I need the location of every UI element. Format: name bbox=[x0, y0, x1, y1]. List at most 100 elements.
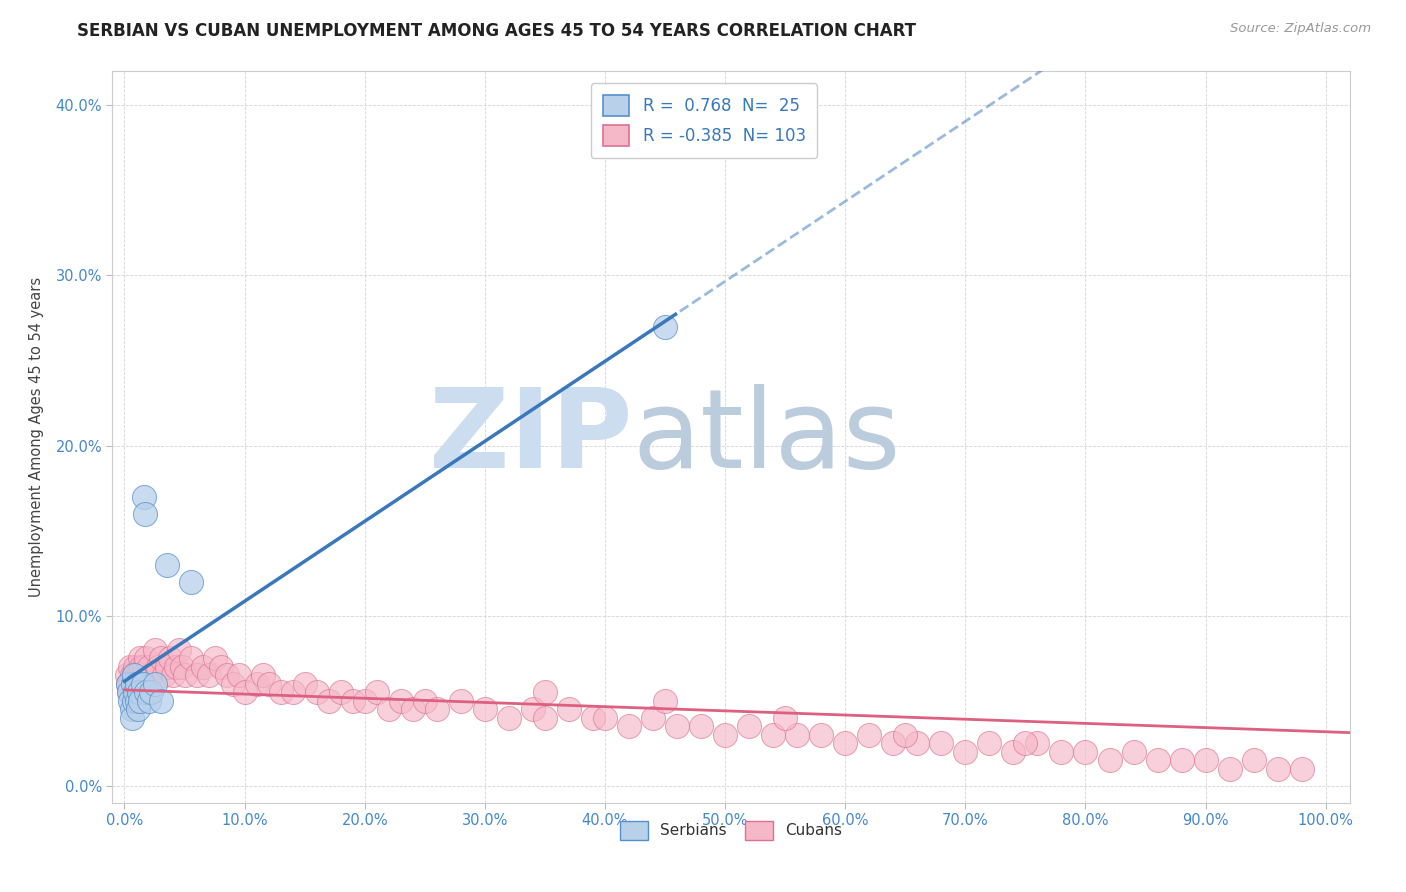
Point bbox=[617, 719, 640, 733]
Point bbox=[666, 719, 689, 733]
Point bbox=[905, 736, 928, 750]
Point bbox=[1122, 745, 1144, 759]
Point bbox=[122, 668, 145, 682]
Point bbox=[1026, 736, 1049, 750]
Point bbox=[534, 711, 557, 725]
Point bbox=[773, 711, 796, 725]
Point bbox=[124, 677, 146, 691]
Point bbox=[121, 702, 143, 716]
Point bbox=[582, 711, 605, 725]
Point bbox=[146, 659, 169, 673]
Point bbox=[120, 677, 142, 691]
Point bbox=[1098, 753, 1121, 767]
Point bbox=[153, 668, 176, 682]
Point bbox=[127, 677, 149, 691]
Point bbox=[129, 651, 152, 665]
Point bbox=[118, 685, 141, 699]
Point bbox=[162, 668, 184, 682]
Point bbox=[204, 651, 226, 665]
Point bbox=[173, 668, 195, 682]
Point bbox=[149, 651, 172, 665]
Point bbox=[120, 659, 142, 673]
Point bbox=[121, 685, 143, 699]
Point bbox=[131, 677, 153, 691]
Point bbox=[215, 668, 238, 682]
Point bbox=[125, 668, 148, 682]
Point bbox=[221, 677, 243, 691]
Point bbox=[474, 702, 496, 716]
Y-axis label: Unemployment Among Ages 45 to 54 years: Unemployment Among Ages 45 to 54 years bbox=[30, 277, 45, 597]
Point bbox=[558, 702, 581, 716]
Text: Source: ZipAtlas.com: Source: ZipAtlas.com bbox=[1230, 22, 1371, 36]
Point bbox=[132, 490, 155, 504]
Point bbox=[197, 668, 219, 682]
Point bbox=[167, 642, 190, 657]
Point bbox=[131, 668, 153, 682]
Point bbox=[117, 677, 139, 691]
Point bbox=[498, 711, 520, 725]
Point bbox=[294, 677, 316, 691]
Point bbox=[641, 711, 664, 725]
Point bbox=[186, 668, 208, 682]
Point bbox=[786, 728, 808, 742]
Text: ZIP: ZIP bbox=[429, 384, 633, 491]
Point bbox=[118, 685, 141, 699]
Point bbox=[131, 659, 153, 673]
Point bbox=[1050, 745, 1073, 759]
Point bbox=[134, 507, 156, 521]
Point bbox=[979, 736, 1001, 750]
Point bbox=[139, 685, 162, 699]
Point bbox=[593, 711, 616, 725]
Point bbox=[122, 694, 145, 708]
Point bbox=[180, 651, 202, 665]
Legend: Serbians, Cubans: Serbians, Cubans bbox=[614, 814, 848, 847]
Point bbox=[714, 728, 737, 742]
Point bbox=[117, 677, 139, 691]
Point bbox=[366, 685, 388, 699]
Point bbox=[121, 668, 143, 682]
Point bbox=[180, 574, 202, 589]
Point bbox=[1194, 753, 1216, 767]
Point bbox=[450, 694, 472, 708]
Point bbox=[122, 668, 145, 682]
Point bbox=[138, 694, 160, 708]
Point bbox=[172, 659, 194, 673]
Point bbox=[209, 659, 232, 673]
Text: SERBIAN VS CUBAN UNEMPLOYMENT AMONG AGES 45 TO 54 YEARS CORRELATION CHART: SERBIAN VS CUBAN UNEMPLOYMENT AMONG AGES… bbox=[77, 22, 917, 40]
Point bbox=[132, 659, 155, 673]
Point bbox=[129, 694, 152, 708]
Point bbox=[1219, 762, 1241, 776]
Point bbox=[1243, 753, 1265, 767]
Point bbox=[931, 736, 953, 750]
Point bbox=[127, 702, 149, 716]
Point bbox=[1074, 745, 1097, 759]
Point bbox=[281, 685, 304, 699]
Point bbox=[654, 694, 676, 708]
Point bbox=[522, 702, 544, 716]
Point bbox=[115, 668, 138, 682]
Point bbox=[143, 642, 166, 657]
Point bbox=[402, 702, 425, 716]
Point bbox=[270, 685, 292, 699]
Point bbox=[413, 694, 436, 708]
Point bbox=[426, 702, 449, 716]
Point bbox=[353, 694, 375, 708]
Point bbox=[191, 659, 214, 673]
Point bbox=[165, 659, 187, 673]
Point bbox=[120, 694, 142, 708]
Point bbox=[233, 685, 256, 699]
Point bbox=[122, 685, 145, 699]
Point bbox=[738, 719, 761, 733]
Point bbox=[389, 694, 412, 708]
Point bbox=[305, 685, 328, 699]
Point bbox=[139, 668, 162, 682]
Point bbox=[135, 651, 157, 665]
Point bbox=[128, 668, 150, 682]
Point bbox=[1291, 762, 1313, 776]
Point bbox=[246, 677, 269, 691]
Point bbox=[121, 711, 143, 725]
Point bbox=[1170, 753, 1192, 767]
Point bbox=[894, 728, 917, 742]
Point bbox=[124, 685, 146, 699]
Point bbox=[378, 702, 401, 716]
